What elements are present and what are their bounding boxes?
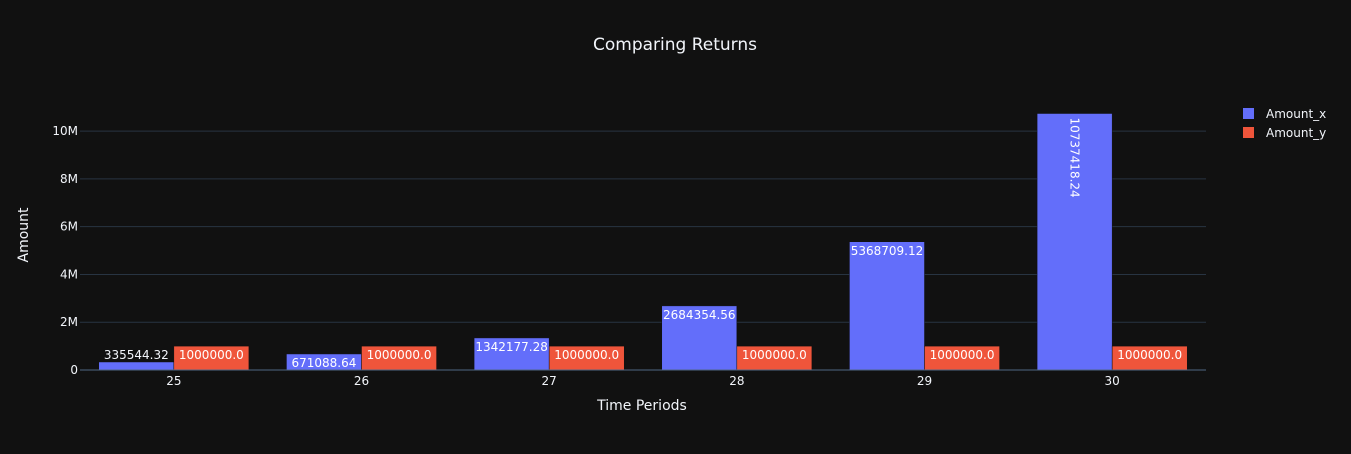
y-tick-label: 10M [52, 124, 78, 138]
legend-swatch-amount-y [1243, 127, 1254, 138]
y-tick-label: 6M [60, 220, 78, 234]
bar-value-label: 2684354.56 [663, 308, 736, 322]
x-tick-label: 28 [729, 374, 744, 388]
bar-value-label: 1000000.0 [1117, 348, 1182, 362]
bar-value-label: 1000000.0 [930, 348, 995, 362]
axes: 0 2M 4M 6M 8M 10M 25 26 27 28 29 30 [52, 124, 1206, 388]
bar-value-label: 5368709.12 [851, 244, 924, 258]
legend-item-amount-x[interactable]: Amount_x [1243, 107, 1326, 121]
bar-value-label: 1000000.0 [367, 348, 432, 362]
bar-amount-x [661, 305, 738, 371]
x-tick-label: 30 [1105, 374, 1120, 388]
bars: 335544.32 1000000.0 671088.64 1000000.0 1342… [98, 113, 1188, 371]
bar-amount-x [98, 361, 175, 371]
y-tick-label: 0 [70, 363, 78, 377]
x-tick-label: 26 [354, 374, 369, 388]
bar-value-label: 1000000.0 [554, 348, 619, 362]
bar-value-label: 10737418.24 [1068, 118, 1082, 198]
bar-amount-x [1036, 113, 1113, 371]
legend-label-amount-x: Amount_x [1266, 107, 1326, 121]
y-tick-label: 8M [60, 172, 78, 186]
x-tick-label: 29 [917, 374, 932, 388]
y-tick-label: 4M [60, 267, 78, 281]
bar-value-label: 1000000.0 [742, 348, 807, 362]
bar-value-label: 335544.32 [104, 348, 169, 362]
bar-amount-x [473, 337, 550, 371]
bar-value-label: 671088.64 [292, 356, 357, 370]
legend-item-amount-y[interactable]: Amount_y [1243, 126, 1326, 140]
x-tick-label: 25 [166, 374, 181, 388]
legend-label-amount-y: Amount_y [1266, 126, 1326, 140]
y-tick-label: 2M [60, 315, 78, 329]
legend-swatch-amount-x [1243, 108, 1254, 119]
bar-value-label: 1000000.0 [179, 348, 244, 362]
x-axis-title: Time Periods [596, 398, 687, 414]
x-tick-label: 27 [542, 374, 557, 388]
y-axis-title: Amount [16, 207, 32, 263]
bar-amount-x [849, 241, 925, 371]
chart-title: Comparing Returns [593, 35, 757, 55]
legend[interactable]: Amount_x Amount_y [1243, 107, 1326, 140]
gridlines [80, 130, 1206, 323]
bar-value-label: 1342177.28 [475, 340, 548, 354]
